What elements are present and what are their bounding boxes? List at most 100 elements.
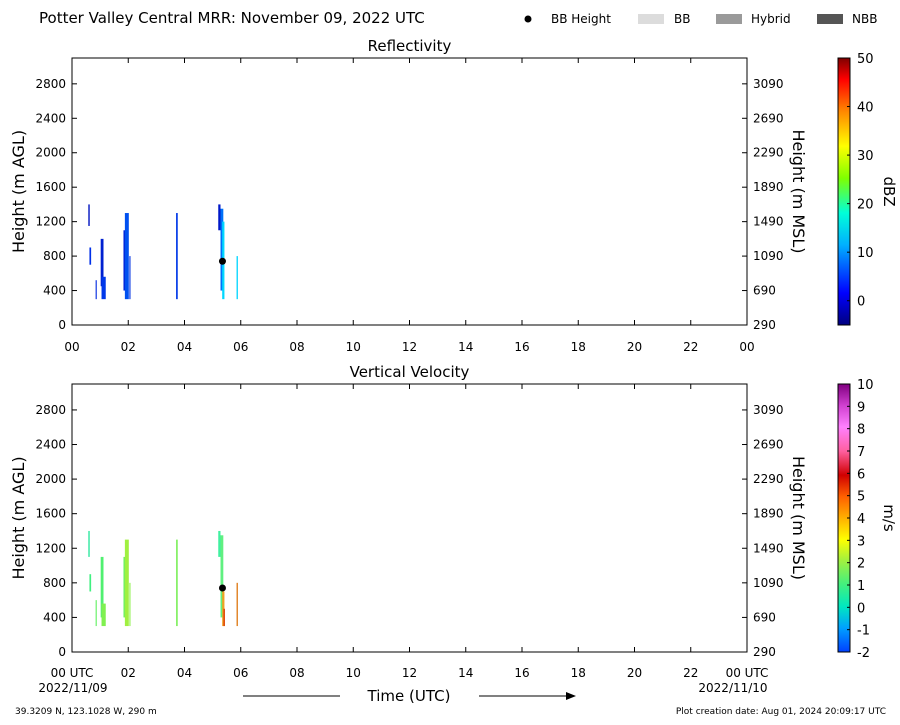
colorbar-tick-label: 8: [857, 423, 865, 438]
colorbar-tick-label: 40: [857, 101, 874, 116]
y-tick-label-right: 1490: [753, 541, 784, 555]
data-column: [236, 582, 238, 627]
x-tick-label: 02: [121, 340, 136, 354]
data-column: [100, 238, 104, 287]
data-column: [236, 256, 238, 300]
legend-swatch-nbb: [817, 14, 843, 24]
data-column: [123, 556, 126, 618]
x-tick-label: 10: [346, 340, 361, 354]
y-tick-label-right: 3090: [753, 77, 784, 91]
x-tick-label: 08: [289, 666, 304, 680]
y-tick-label-right: 2290: [753, 146, 784, 160]
x-tick-label: 22: [683, 666, 698, 680]
colorbar-tick-label: 6: [857, 467, 865, 482]
y-tick-label: 0: [58, 645, 66, 659]
x-tick-label: 10: [346, 666, 361, 680]
panel-title: Vertical Velocity: [350, 363, 470, 381]
end-date-label: 2022/11/10: [698, 681, 767, 695]
y-tick-label-right: 1890: [753, 507, 784, 521]
data-column: [223, 608, 225, 627]
x-tick-label: 06: [233, 666, 248, 680]
bb-height-marker: [218, 257, 226, 265]
data-column: [89, 574, 92, 592]
colorbar-tick-label: 9: [857, 400, 865, 415]
x-tick-label: 20: [627, 340, 642, 354]
colorbar: [837, 57, 851, 326]
colorbar-tick-label: -2: [857, 646, 870, 661]
y-tick-label-right: 1890: [753, 180, 784, 194]
x-tick-label: 06: [233, 340, 248, 354]
y-tick-label: 400: [43, 610, 66, 624]
y-tick-label-right: 1490: [753, 215, 784, 229]
legend-label: BB Height: [551, 12, 611, 26]
data-column: [95, 600, 97, 627]
data-column: [95, 280, 97, 300]
colorbar-tick-label: 10: [857, 246, 874, 261]
data-column: [218, 204, 221, 231]
y-tick-label: 2800: [35, 77, 66, 91]
panel-title: Reflectivity: [368, 37, 452, 55]
figure-title: Potter Valley Central MRR: November 09, …: [39, 9, 425, 27]
y-axis-label-right: Height (m MSL): [789, 129, 808, 253]
y-tick-label: 1600: [35, 507, 66, 521]
y-tick-label-right: 290: [753, 318, 776, 332]
legend-swatch-bb: [638, 14, 664, 24]
y-tick-label-right: 1090: [753, 249, 784, 263]
data-column: [220, 208, 224, 291]
colorbar-tick-label: 0: [857, 295, 865, 310]
creation-date-text: Plot creation date: Aug 01, 2024 20:09:1…: [676, 707, 886, 717]
y-tick-label: 1200: [35, 541, 66, 555]
data-column: [88, 204, 90, 226]
time-arrow-head: [566, 692, 576, 700]
legend: BB Height BB Hybrid NBB: [524, 12, 877, 26]
data-column: [123, 230, 126, 291]
data-column: [88, 530, 90, 557]
y-tick-label: 2400: [35, 438, 66, 452]
x-tick-label: 18: [571, 666, 586, 680]
x-tick-label: 22: [683, 340, 698, 354]
y-axis-label-right: Height (m MSL): [789, 456, 808, 580]
y-tick-label-right: 1090: [753, 576, 784, 590]
x-tick-label: 00: [64, 340, 79, 354]
data-column: [124, 539, 129, 627]
colorbar-tick-label: 2: [857, 557, 865, 572]
y-axis-label: Height (m AGL): [9, 456, 28, 579]
x-tick-label: 12: [402, 340, 417, 354]
colorbar-tick-label: 1: [857, 579, 865, 594]
start-date-label: 2022/11/09: [38, 681, 107, 695]
colorbar-tick-label: -1: [857, 624, 870, 639]
colorbar-tick-label: 3: [857, 534, 865, 549]
data-column: [176, 539, 178, 627]
x-tick-label: 04: [177, 340, 192, 354]
x-tick-label: 12: [402, 666, 417, 680]
bb-height-marker: [218, 584, 226, 592]
y-tick-label: 2800: [35, 403, 66, 417]
colorbar-label: m/s: [880, 504, 898, 532]
colorbar-tick-label: 30: [857, 149, 874, 164]
x-tick-label: 00 UTC: [726, 666, 769, 680]
colorbar-tick-label: 20: [857, 198, 874, 213]
colorbar-tick-label: 5: [857, 490, 865, 505]
y-axis-label: Height (m AGL): [9, 130, 28, 253]
colorbar-label: dBZ: [880, 176, 898, 206]
y-tick-label-right: 2690: [753, 111, 784, 125]
legend-swatch-hybrid: [716, 14, 742, 24]
x-tick-label: 00: [739, 340, 754, 354]
colorbar-tick-label: 50: [857, 52, 874, 67]
data-column: [124, 213, 129, 300]
plot-frame: [71, 57, 748, 326]
x-tick-label: 16: [514, 666, 529, 680]
y-tick-label-right: 690: [753, 284, 776, 298]
x-tick-label: 00 UTC: [51, 666, 94, 680]
legend-label: NBB: [852, 12, 877, 26]
y-tick-label: 1600: [35, 180, 66, 194]
y-tick-label-right: 2690: [753, 438, 784, 452]
y-tick-label-right: 2290: [753, 472, 784, 486]
y-tick-label: 0: [58, 318, 66, 332]
x-tick-label: 04: [177, 666, 192, 680]
data-column: [89, 247, 92, 265]
x-tick-label: 02: [121, 666, 136, 680]
